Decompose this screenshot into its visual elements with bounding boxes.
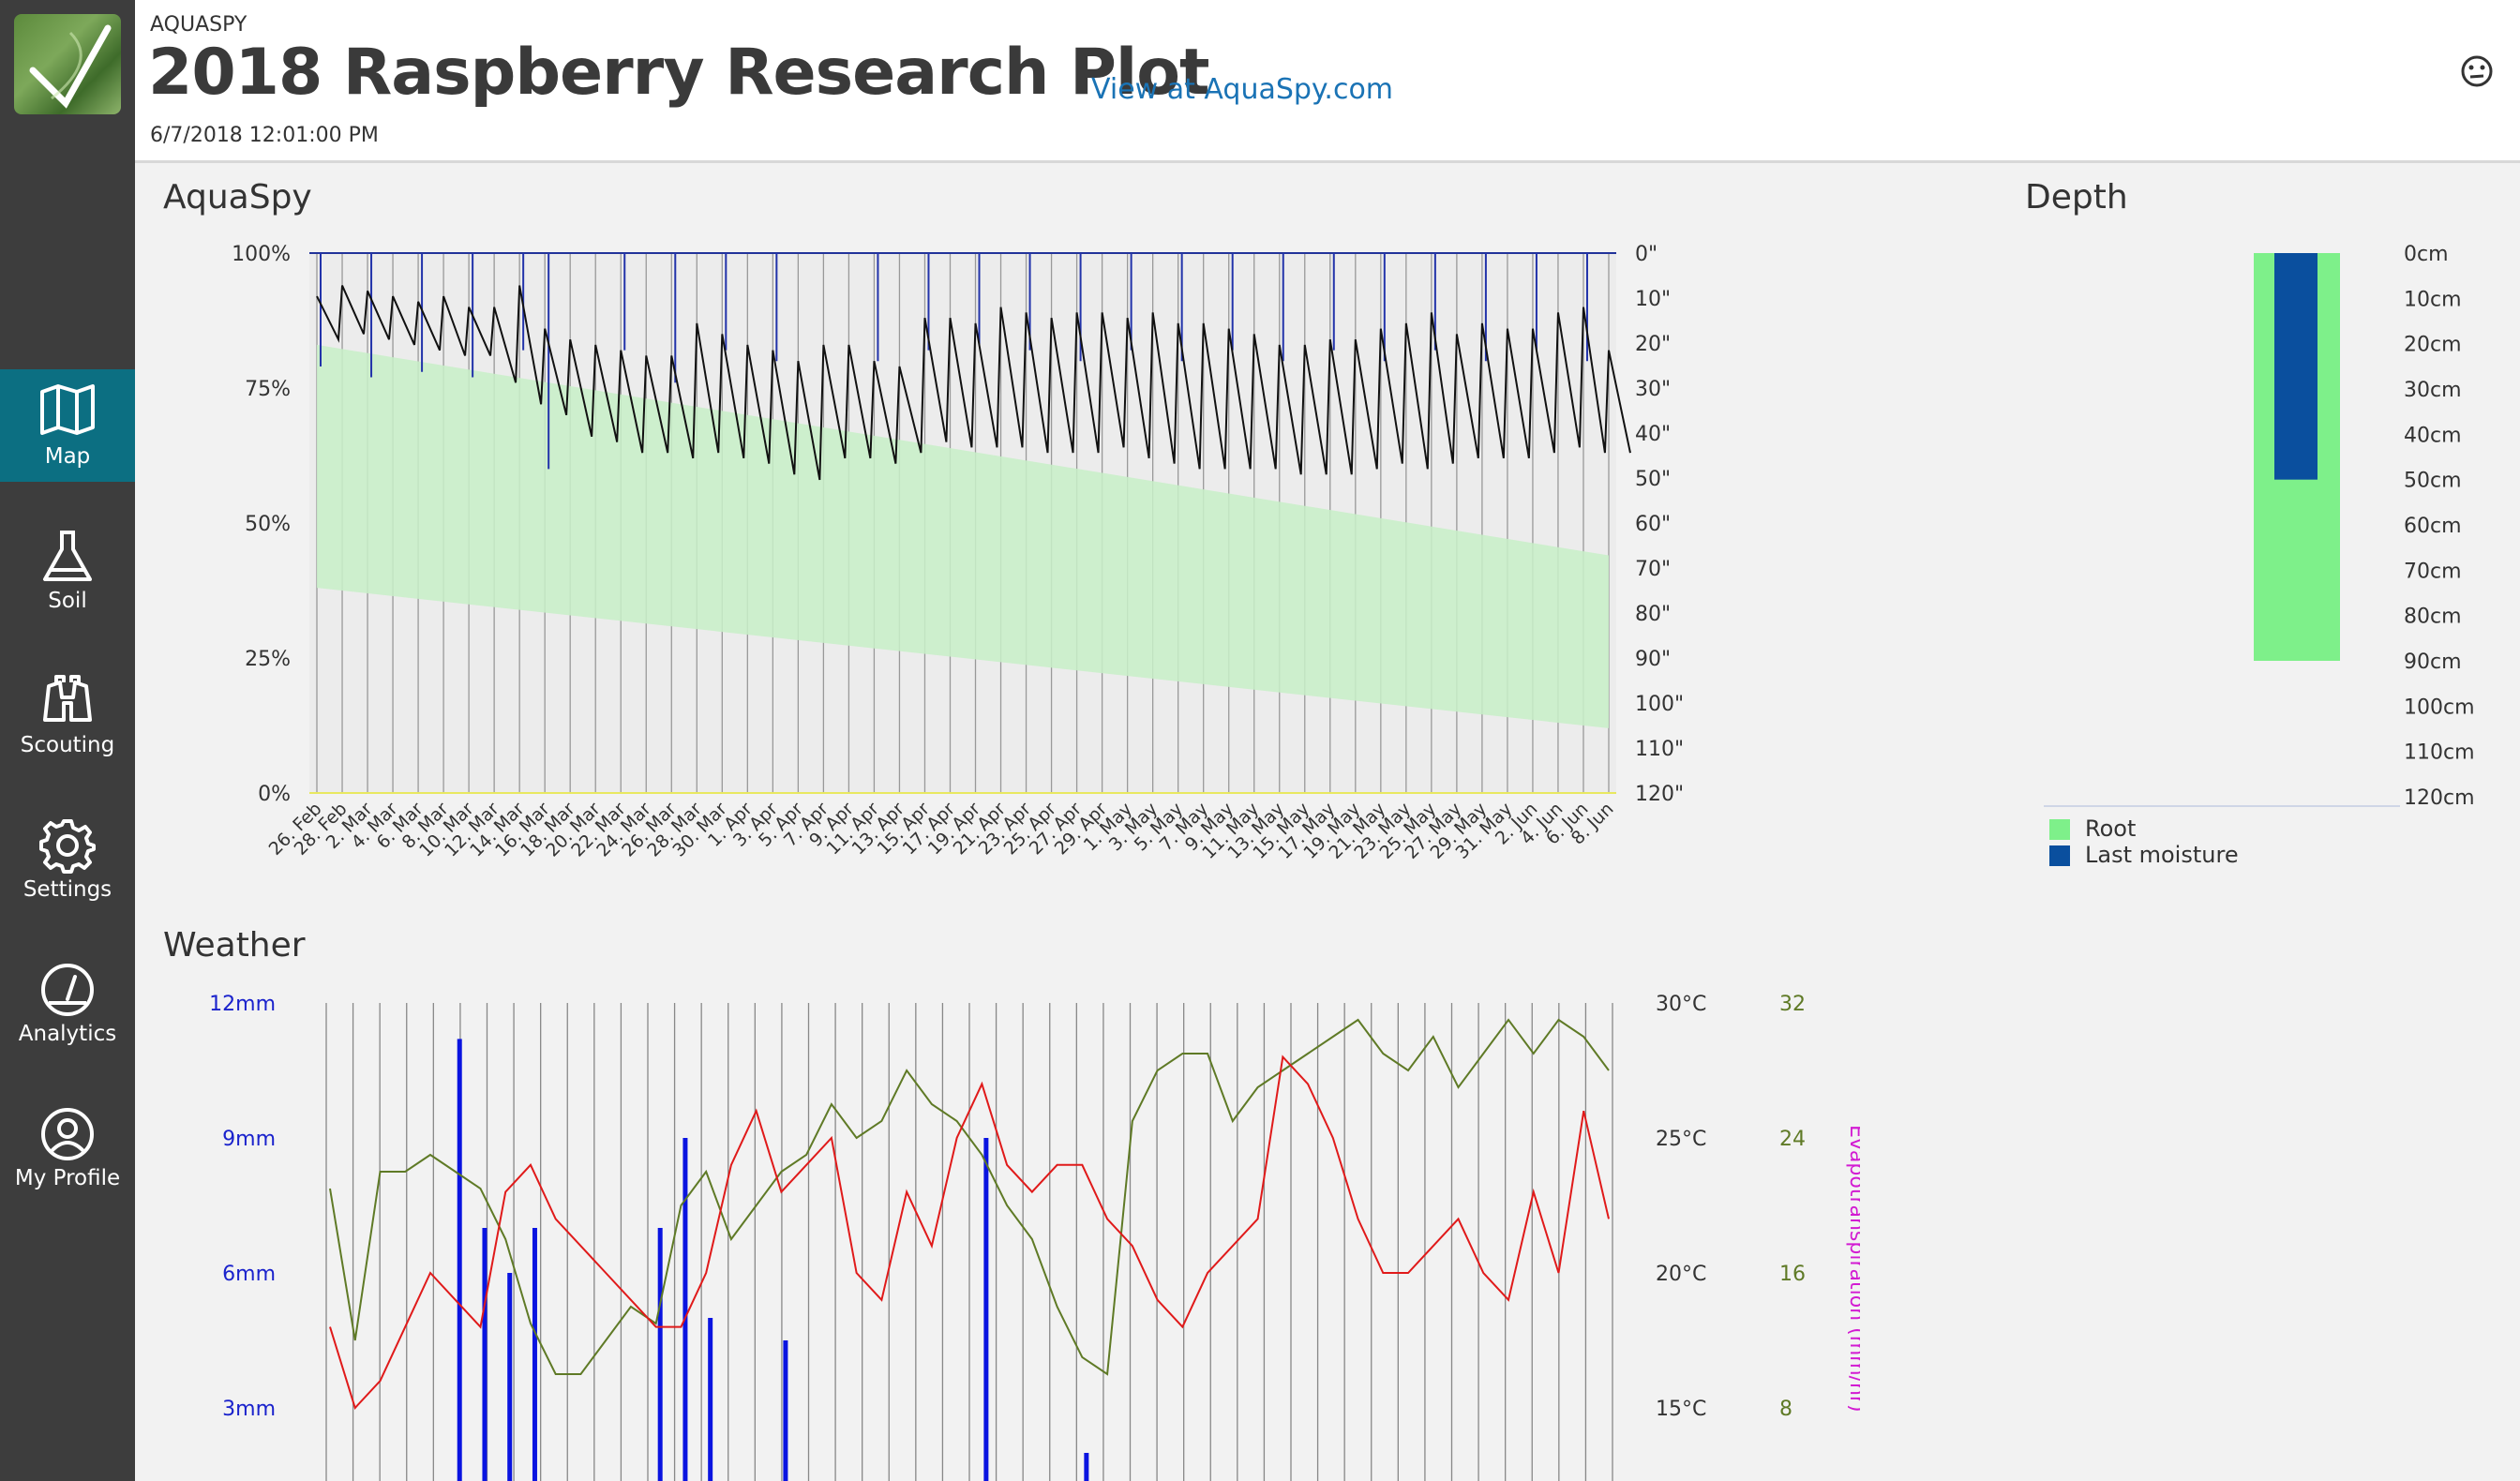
rain-bar bbox=[657, 1228, 663, 1481]
solar-tick-label: 16 bbox=[1779, 1263, 1806, 1286]
rain-bar bbox=[1084, 1453, 1089, 1481]
rain-tick-label: 9mm bbox=[222, 1128, 276, 1151]
map-icon bbox=[40, 384, 95, 435]
sidebar-item-analytics[interactable]: Analytics bbox=[0, 947, 135, 1059]
y-tick-label: 50% bbox=[245, 513, 291, 536]
rain-bar bbox=[532, 1228, 537, 1481]
moisture-swatch bbox=[2049, 845, 2070, 866]
rain-tick-label: 6mm bbox=[222, 1263, 276, 1286]
rain-bar bbox=[983, 1138, 989, 1481]
sidebar-item-label: Analytics bbox=[18, 1022, 117, 1046]
depth-chart: 0cm 10cm 20cm 30cm 40cm 50cm 60cm 70cm 80cm 90cm 1… bbox=[2044, 243, 2475, 810]
depth-tick-label: 60cm bbox=[2404, 515, 2462, 538]
sidebar-item-label: My Profile bbox=[14, 1166, 121, 1190]
rain-bar bbox=[457, 1039, 462, 1481]
y2-tick-label: 90" bbox=[1635, 648, 1671, 671]
depth-tick-label: 110cm bbox=[2404, 741, 2475, 765]
flask-icon bbox=[43, 531, 92, 581]
sidebar-item-label: Map bbox=[44, 444, 91, 469]
gauge-icon bbox=[41, 964, 94, 1016]
depth-tick-label: 70cm bbox=[2404, 560, 2462, 583]
view-at-aquaspy-link[interactable]: View at AquaSpy.com bbox=[1091, 73, 1394, 106]
rain-bar bbox=[682, 1138, 688, 1481]
solar-tick-label: 8 bbox=[1779, 1398, 1792, 1421]
root-swatch bbox=[2049, 819, 2070, 840]
y2-tick-label: 70" bbox=[1635, 558, 1671, 581]
rain-bar bbox=[708, 1318, 713, 1481]
org-name: AQUASPY bbox=[150, 13, 248, 37]
gear-icon bbox=[39, 819, 96, 874]
solar-tick-label: 32 bbox=[1779, 993, 1806, 1016]
y2-tick-label: 110" bbox=[1635, 738, 1684, 761]
y2-tick-label: 30" bbox=[1635, 378, 1671, 401]
y2-tick-label: 100" bbox=[1635, 693, 1684, 716]
y2-tick-label: 50" bbox=[1635, 468, 1671, 491]
y2-tick-label: 0" bbox=[1635, 243, 1658, 266]
neutral-face-icon[interactable] bbox=[2460, 54, 2494, 88]
rain-bar bbox=[783, 1340, 788, 1481]
temp-tick-label: 15°C bbox=[1656, 1398, 1706, 1421]
sidebar-item-label: Scouting bbox=[20, 733, 115, 757]
aquaspy-chart: 100% 75% 50% 25% 0% 0" 10" 20" 30" 40" 50" 60" 70" 80… bbox=[232, 243, 1684, 863]
rain-bar bbox=[482, 1228, 488, 1481]
page-title: 2018 Raspberry Research Plot bbox=[148, 36, 1209, 110]
sidebar-item-label: Soil bbox=[48, 589, 87, 613]
temp-tick-label: 30°C bbox=[1656, 993, 1706, 1016]
rain-tick-label: 12mm bbox=[209, 993, 276, 1016]
y-tick-label: 25% bbox=[245, 648, 291, 671]
moisture-depth-bar bbox=[2274, 253, 2318, 480]
depth-tick-label: 10cm bbox=[2404, 288, 2462, 311]
weather-section-title: Weather bbox=[163, 926, 306, 965]
y2-tick-label: 80" bbox=[1635, 603, 1671, 626]
rain-bar bbox=[507, 1273, 513, 1481]
y-tick-label: 75% bbox=[245, 378, 291, 401]
y2-tick-label: 10" bbox=[1635, 288, 1671, 311]
depth-tick-label: 30cm bbox=[2404, 379, 2462, 402]
y2-tick-label: 120" bbox=[1635, 783, 1684, 806]
depth-section-title: Depth bbox=[2025, 178, 2128, 217]
temp-tick-label: 25°C bbox=[1656, 1128, 1706, 1151]
timestamp: 6/7/2018 12:01:00 PM bbox=[150, 124, 379, 147]
solar-tick-label: 24 bbox=[1779, 1128, 1806, 1151]
y2-tick-label: 60" bbox=[1635, 513, 1671, 536]
y2-tick-label: 20" bbox=[1635, 333, 1671, 356]
y2-tick-label: 40" bbox=[1635, 423, 1671, 446]
sidebar-item-my-profile[interactable]: My Profile bbox=[0, 1091, 135, 1204]
sidebar-item-scouting[interactable]: Scouting bbox=[0, 658, 135, 770]
solar-radiation-line bbox=[329, 1018, 1610, 1376]
sidebar-item-soil[interactable]: Soil bbox=[0, 514, 135, 626]
weather-chart: 12mm 9mm 6mm 3mm 30°C 25°C 20°C 15°C 32 24 16 8 Evap… bbox=[209, 993, 1860, 1481]
depth-tick-label: 120cm bbox=[2404, 786, 2475, 810]
rain-tick-label: 3mm bbox=[222, 1398, 276, 1421]
evapotranspiration-axis-label: Evapotranspiration (mm/hr) bbox=[1845, 1125, 1860, 1413]
depth-tick-label: 40cm bbox=[2404, 424, 2462, 447]
sidebar-item-label: Settings bbox=[22, 877, 112, 902]
legend-label: Last moisture bbox=[2085, 842, 2239, 868]
binoculars-icon bbox=[43, 675, 92, 722]
y-tick-label: 0% bbox=[258, 783, 291, 806]
sidebar-item-map[interactable]: Map bbox=[0, 369, 135, 482]
depth-tick-label: 80cm bbox=[2404, 606, 2462, 629]
temp-tick-label: 20°C bbox=[1656, 1263, 1706, 1286]
temperature-line bbox=[329, 1055, 1610, 1410]
aquaspy-section-title: AquaSpy bbox=[163, 178, 312, 217]
depth-tick-label: 20cm bbox=[2404, 334, 2462, 357]
depth-tick-label: 50cm bbox=[2404, 470, 2462, 493]
moisture-series-line bbox=[316, 285, 1631, 481]
depth-tick-label: 0cm bbox=[2404, 243, 2449, 266]
app-logo[interactable] bbox=[14, 14, 121, 114]
sidebar: Map Soil Scouting Settings Analytics bbox=[0, 0, 135, 1481]
legend-label: Root bbox=[2085, 815, 2137, 842]
depth-tick-label: 100cm bbox=[2404, 696, 2475, 719]
user-icon bbox=[41, 1108, 94, 1160]
sidebar-item-settings[interactable]: Settings bbox=[0, 802, 135, 915]
y-tick-label: 100% bbox=[232, 243, 291, 266]
depth-tick-label: 90cm bbox=[2404, 651, 2462, 674]
page-header: AQUASPY 2018 Raspberry Research Plot Vie… bbox=[135, 0, 2520, 163]
